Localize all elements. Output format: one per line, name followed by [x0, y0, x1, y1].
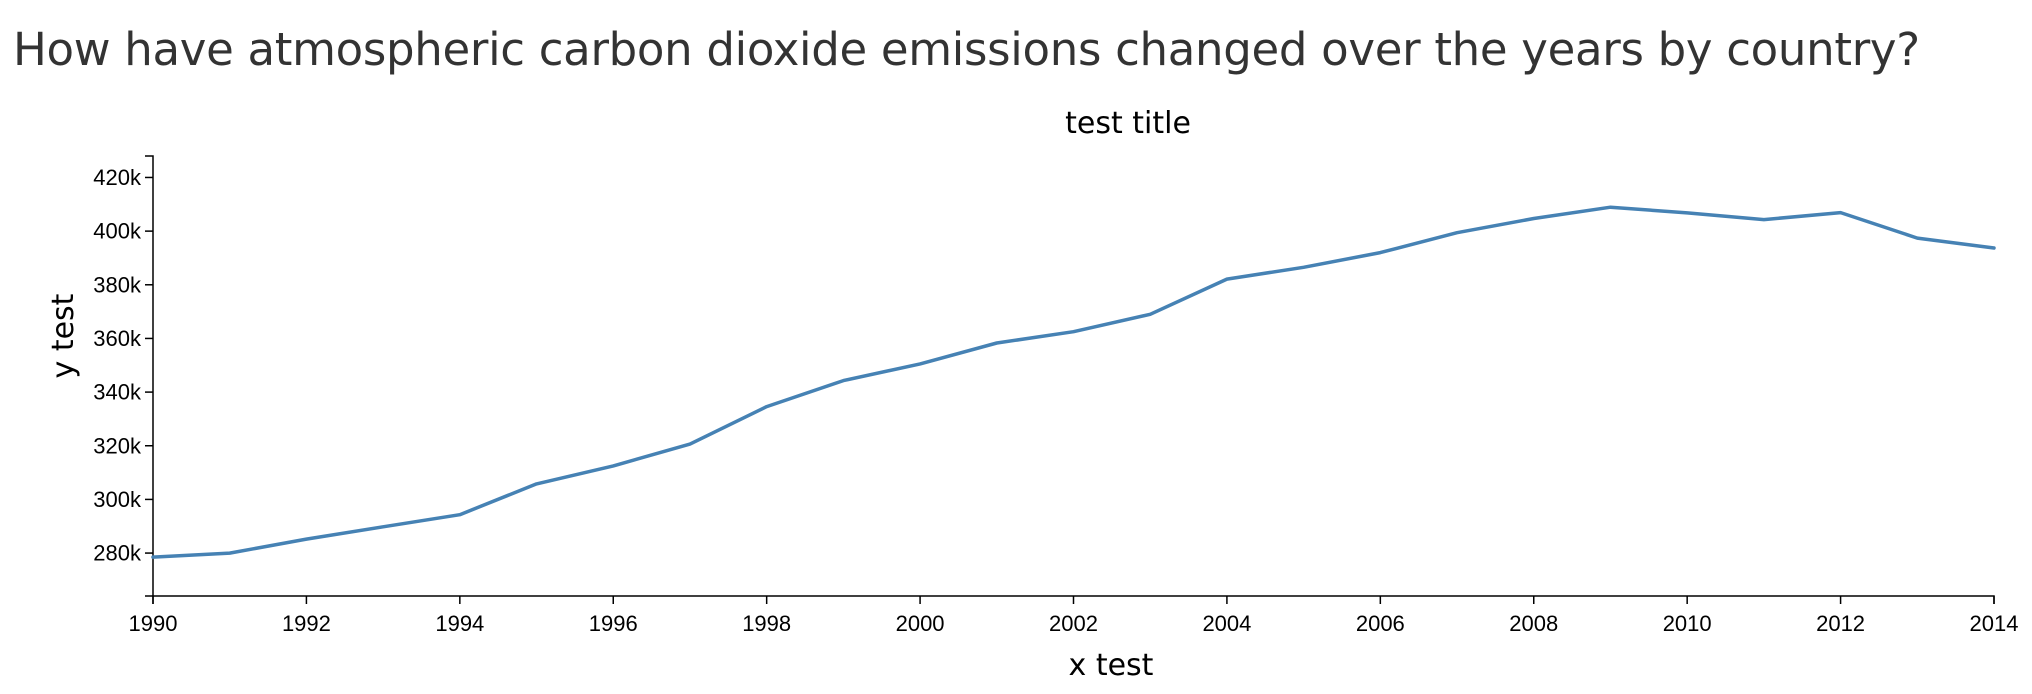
- x-tick-label: 2012: [1816, 611, 1865, 636]
- x-axis: 1990 1992 1994 1996 1998 2000 2002 2004 2006 2008…: [129, 595, 2019, 636]
- x-tick-label: 2002: [1049, 611, 1098, 636]
- page-heading: How have atmospheric carbon dioxide emis…: [13, 23, 1920, 76]
- y-tick-label: 280k: [93, 541, 142, 566]
- y-axis-title: y test: [46, 293, 81, 378]
- y-tick-label: 340k: [93, 380, 142, 405]
- y-tick-label: 380k: [93, 272, 142, 297]
- y-axis: 280k 300k 320k 340k 360k 380k 400k 420k: [93, 155, 154, 597]
- x-tick-label: 1996: [589, 611, 638, 636]
- x-tick-label: 1998: [742, 611, 791, 636]
- x-tick-label: 2014: [1970, 611, 2019, 636]
- y-tick-label: 320k: [93, 433, 142, 458]
- x-tick-label: 2004: [1202, 611, 1251, 636]
- x-tick-label: 2010: [1663, 611, 1712, 636]
- chart-title: test title: [1065, 106, 1191, 141]
- x-axis-ticks: 1990 1992 1994 1996 1998 2000 2002 2004 2006 2008…: [129, 596, 2019, 636]
- y-tick-label: 360k: [93, 326, 142, 351]
- x-tick-label: 1990: [129, 611, 178, 636]
- y-tick-label: 420k: [93, 165, 142, 190]
- y-axis-ticks: 280k 300k 320k 340k 360k 380k 400k 420k: [93, 165, 153, 566]
- x-tick-label: 1992: [282, 611, 331, 636]
- y-tick-label: 400k: [93, 219, 142, 244]
- series-line: [151, 205, 1996, 559]
- x-tick-label: 2000: [896, 611, 945, 636]
- y-axis-domain: [145, 155, 154, 597]
- x-axis-title: x test: [1069, 648, 1154, 683]
- y-tick-label: 300k: [93, 487, 142, 512]
- x-tick-label: 2008: [1509, 611, 1558, 636]
- x-tick-label: 2006: [1356, 611, 1405, 636]
- x-tick-label: 1994: [435, 611, 484, 636]
